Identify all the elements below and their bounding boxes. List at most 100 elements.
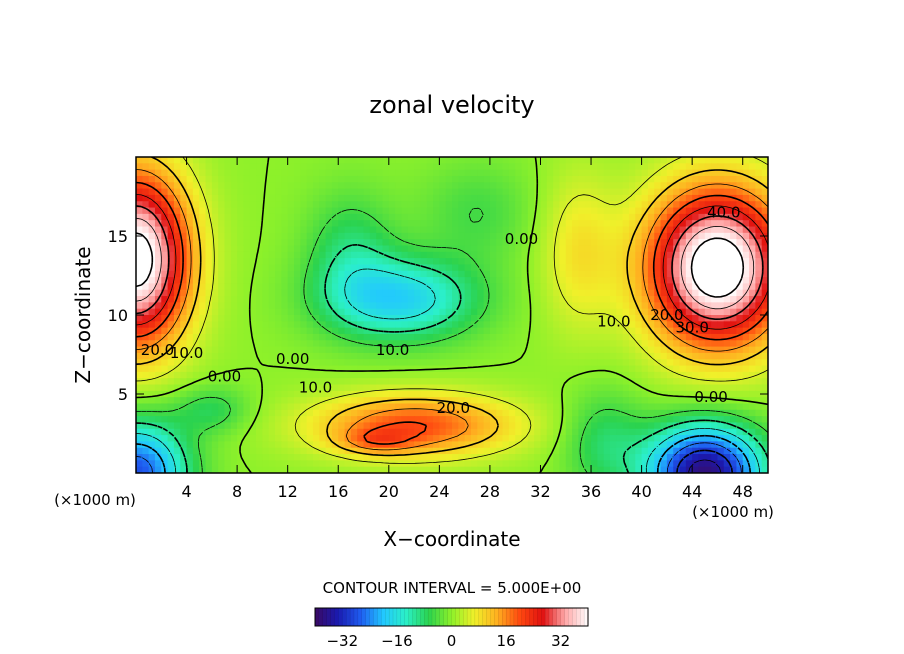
field-cell	[749, 365, 756, 373]
field-cell	[268, 169, 276, 177]
field-cell	[319, 371, 327, 379]
field-cell	[654, 296, 662, 303]
field-cell	[553, 460, 561, 468]
field-cell	[281, 390, 289, 398]
field-cell	[230, 296, 238, 303]
field-cell	[622, 422, 630, 430]
field-cell	[685, 333, 693, 341]
field-cell	[540, 371, 548, 379]
field-cell	[666, 428, 674, 436]
field-cell	[679, 207, 687, 215]
field-cell	[584, 416, 592, 424]
field-cell	[300, 270, 308, 278]
field-cell	[180, 352, 188, 360]
field-cell	[420, 422, 428, 430]
field-cell	[616, 454, 624, 461]
field-cell	[603, 194, 611, 202]
field-cell	[281, 359, 289, 367]
field-cell	[395, 447, 403, 455]
field-cell	[742, 251, 750, 259]
field-cell	[489, 428, 497, 436]
field-cell	[395, 390, 403, 398]
field-cell	[287, 403, 295, 411]
field-cell	[205, 283, 213, 291]
field-cell	[477, 390, 485, 398]
field-cell	[319, 435, 327, 442]
field-cell	[622, 239, 630, 247]
field-cell	[192, 416, 200, 424]
field-cell	[698, 441, 706, 449]
field-cell	[540, 283, 548, 291]
field-cell	[761, 277, 768, 284]
field-cell	[142, 315, 150, 322]
field-cell	[578, 416, 586, 424]
field-cell	[628, 213, 636, 221]
field-cell	[673, 182, 681, 190]
field-cell	[723, 435, 731, 442]
field-cell	[464, 378, 472, 386]
field-cell	[730, 315, 737, 322]
field-cell	[679, 175, 687, 183]
field-cell	[610, 315, 617, 322]
field-cell	[673, 163, 681, 171]
field-cell	[230, 226, 238, 234]
field-cell	[414, 289, 421, 297]
field-cell	[154, 321, 162, 329]
field-cell	[692, 340, 700, 348]
field-cell	[572, 188, 579, 196]
field-cell	[300, 384, 308, 392]
field-cell	[180, 428, 188, 436]
field-cell	[736, 315, 744, 322]
field-cell	[742, 207, 750, 215]
field-cell	[572, 169, 579, 177]
field-cell	[445, 264, 453, 272]
field-cell	[256, 397, 263, 405]
field-cell	[268, 182, 276, 190]
field-cell	[749, 232, 756, 240]
field-cell	[312, 232, 320, 240]
field-cell	[331, 201, 339, 209]
field-cell	[230, 157, 238, 164]
field-cell	[496, 251, 504, 259]
field-cell	[363, 340, 371, 348]
field-cell	[584, 346, 592, 354]
field-cell	[635, 213, 643, 221]
field-cell	[622, 163, 630, 171]
field-cell	[294, 441, 301, 449]
field-cell	[496, 239, 504, 247]
field-cell	[350, 390, 358, 398]
field-cell	[249, 333, 257, 341]
field-cell	[306, 327, 314, 335]
field-cell	[540, 460, 548, 468]
field-cell	[647, 435, 655, 442]
field-cell	[540, 308, 548, 316]
field-cell	[256, 232, 263, 240]
field-cell	[426, 226, 434, 234]
field-cell	[477, 226, 485, 234]
field-cell	[312, 422, 320, 430]
field-cell	[350, 207, 358, 215]
field-cell	[401, 352, 409, 360]
field-cell	[559, 447, 567, 455]
field-cell	[426, 258, 434, 266]
field-cell	[572, 182, 579, 190]
field-cell	[382, 359, 390, 367]
field-cell	[470, 296, 478, 303]
field-cell	[553, 169, 561, 177]
field-cell	[230, 264, 238, 272]
field-cell	[755, 422, 763, 430]
field-cell	[167, 270, 175, 278]
field-cell	[224, 346, 232, 354]
field-cell	[338, 239, 346, 247]
field-cell	[369, 384, 377, 392]
field-cell	[281, 169, 289, 177]
field-cell	[685, 340, 693, 348]
field-cell	[395, 277, 403, 284]
field-cell	[294, 175, 301, 183]
field-cell	[275, 213, 282, 221]
field-cell	[281, 270, 289, 278]
field-cell	[180, 454, 188, 461]
field-cell	[483, 340, 491, 348]
field-cell	[761, 169, 768, 177]
field-cell	[591, 226, 598, 234]
